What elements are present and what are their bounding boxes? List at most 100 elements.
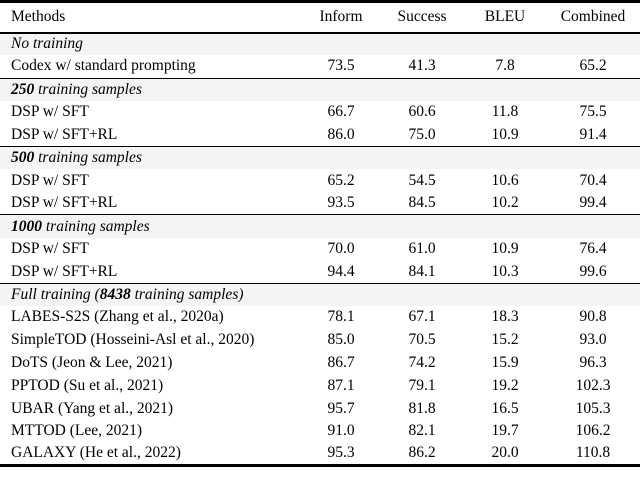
inform-cell: 95.7 bbox=[327, 399, 355, 417]
combined-cell: 99.4 bbox=[579, 194, 607, 212]
inform-cell: 66.7 bbox=[327, 103, 355, 121]
success-cell: 60.6 bbox=[408, 103, 436, 121]
bleu-cell: 18.3 bbox=[491, 308, 519, 326]
inform-cell: 85.0 bbox=[327, 331, 355, 349]
inform-cell: 78.1 bbox=[327, 308, 355, 326]
section-label-text: training samples bbox=[42, 217, 150, 235]
section-label-count: 8438 bbox=[99, 285, 131, 303]
column-header-success: Success bbox=[397, 8, 447, 26]
column-header-bleu: BLEU bbox=[484, 8, 526, 26]
section-label-text: Full training ( bbox=[11, 285, 100, 303]
method-cell: LABES-S2S (Zhang et al., 2020a) bbox=[11, 308, 224, 326]
success-cell: 79.1 bbox=[408, 376, 436, 394]
inform-cell: 65.2 bbox=[327, 171, 355, 189]
section-label: 1000 training samples bbox=[0, 215, 640, 238]
section-label: Full training (8438 training samples) bbox=[0, 283, 640, 306]
bleu-cell: 10.9 bbox=[491, 125, 519, 143]
bleu-cell: 16.5 bbox=[491, 399, 519, 417]
success-cell: 67.1 bbox=[408, 308, 436, 326]
table-body: No training Codex w/ standard prompting 73… bbox=[0, 32, 640, 466]
header-row: Methods Inform Success BLEU Combined bbox=[0, 2, 640, 33]
success-cell: 74.2 bbox=[408, 354, 436, 372]
method-cell: PPTOD (Su et al., 2021) bbox=[11, 376, 164, 394]
method-cell: SimpleTOD (Hosseini-Asl et al., 2020) bbox=[11, 331, 255, 349]
section-label: 500 training samples bbox=[0, 146, 640, 169]
section-label-count: 500 bbox=[11, 149, 35, 167]
combined-cell: 102.3 bbox=[575, 376, 611, 394]
table-row: GALAXY (He et al., 2022) 95.3 86.2 20.0 110.… bbox=[0, 443, 640, 466]
inform-cell: 87.1 bbox=[327, 376, 355, 394]
table-header: Methods Inform Success BLEU Combined bbox=[0, 2, 640, 33]
column-header-methods: Methods bbox=[11, 8, 66, 26]
section-label: 250 training samples bbox=[0, 78, 640, 101]
method-cell: DSP w/ SFT+RL bbox=[11, 262, 118, 280]
bleu-cell: 11.8 bbox=[491, 103, 519, 121]
inform-cell: 93.5 bbox=[327, 194, 355, 212]
success-cell: 70.5 bbox=[408, 331, 436, 349]
combined-cell: 96.3 bbox=[579, 354, 607, 372]
success-cell: 81.8 bbox=[408, 399, 436, 417]
combined-cell: 70.4 bbox=[579, 171, 607, 189]
method-cell: DSP w/ SFT+RL bbox=[11, 194, 118, 212]
method-cell: DoTS (Jeon & Lee, 2021) bbox=[11, 354, 173, 372]
section-header-row: 250 training samples bbox=[0, 78, 640, 101]
inform-cell: 73.5 bbox=[327, 57, 355, 75]
combined-cell: 99.6 bbox=[579, 262, 607, 280]
method-cell: DSP w/ SFT bbox=[11, 103, 89, 121]
inform-cell: 70.0 bbox=[327, 240, 355, 258]
bleu-cell: 10.9 bbox=[491, 240, 519, 258]
section-header-row: No training bbox=[0, 32, 640, 56]
table-row: DSP w/ SFT+RL 94.4 84.1 10.3 99.6 bbox=[0, 260, 640, 283]
table-row: MTTOD (Lee, 2021) 91.0 82.1 19.7 106.2 bbox=[0, 420, 640, 443]
table-row: DSP w/ SFT 66.7 60.6 11.8 75.5 bbox=[0, 101, 640, 124]
table-row: DSP w/ SFT 65.2 54.5 10.6 70.4 bbox=[0, 169, 640, 192]
table-row: DSP w/ SFT 70.0 61.0 10.9 76.4 bbox=[0, 238, 640, 261]
success-cell: 84.1 bbox=[408, 262, 436, 280]
section-label-count: 1000 bbox=[11, 217, 42, 235]
bleu-cell: 20.0 bbox=[491, 444, 519, 462]
column-header-inform: Inform bbox=[319, 8, 363, 26]
section-header-row: Full training (8438 training samples) bbox=[0, 283, 640, 307]
method-cell: MTTOD (Lee, 2021) bbox=[11, 422, 143, 440]
table-row: LABES-S2S (Zhang et al., 2020a) 78.1 67.1 1… bbox=[0, 306, 640, 329]
success-cell: 61.0 bbox=[408, 240, 436, 258]
section-label-count: 250 bbox=[11, 80, 35, 98]
combined-cell: 110.8 bbox=[575, 444, 611, 462]
section-label-text: training samples bbox=[34, 80, 142, 98]
inform-cell: 91.0 bbox=[327, 422, 355, 440]
success-cell: 86.2 bbox=[408, 444, 436, 462]
table-row: DoTS (Jeon & Lee, 2021) 86.7 74.2 15.9 96.3 bbox=[0, 352, 640, 375]
method-cell: DSP w/ SFT+RL bbox=[11, 125, 118, 143]
combined-cell: 90.8 bbox=[579, 308, 607, 326]
inform-cell: 94.4 bbox=[327, 262, 355, 280]
bleu-cell: 10.3 bbox=[491, 262, 519, 280]
bleu-cell: 15.2 bbox=[491, 331, 519, 349]
combined-cell: 65.2 bbox=[579, 57, 607, 75]
table-row: DSP w/ SFT+RL 86.0 75.0 10.9 91.4 bbox=[0, 124, 640, 147]
section-label: No training bbox=[0, 33, 640, 56]
inform-cell: 86.0 bbox=[327, 125, 355, 143]
combined-cell: 91.4 bbox=[579, 125, 607, 143]
column-header-combined: Combined bbox=[560, 8, 626, 26]
table-row: PPTOD (Su et al., 2021) 87.1 79.1 19.2 102.3 bbox=[0, 374, 640, 397]
combined-cell: 105.3 bbox=[575, 399, 611, 417]
method-cell: GALAXY (He et al., 2022) bbox=[11, 444, 181, 462]
section-label-text: No training bbox=[11, 35, 83, 53]
bleu-cell: 10.2 bbox=[491, 194, 519, 212]
combined-cell: 93.0 bbox=[579, 331, 607, 349]
section-label-text: training samples) bbox=[130, 285, 244, 303]
success-cell: 75.0 bbox=[408, 125, 436, 143]
combined-cell: 106.2 bbox=[575, 422, 611, 440]
table-row: Codex w/ standard prompting 73.5 41.3 7.8 65… bbox=[0, 55, 640, 78]
success-cell: 82.1 bbox=[408, 422, 436, 440]
section-header-row: 500 training samples bbox=[0, 146, 640, 170]
bleu-cell: 19.2 bbox=[491, 376, 519, 394]
section-header-row: 1000 training samples bbox=[0, 214, 640, 238]
success-cell: 41.3 bbox=[408, 57, 436, 75]
method-cell: DSP w/ SFT bbox=[11, 171, 89, 189]
inform-cell: 95.3 bbox=[327, 444, 355, 462]
success-cell: 54.5 bbox=[408, 171, 436, 189]
bleu-cell: 19.7 bbox=[491, 422, 519, 440]
inform-cell: 86.7 bbox=[327, 354, 355, 372]
